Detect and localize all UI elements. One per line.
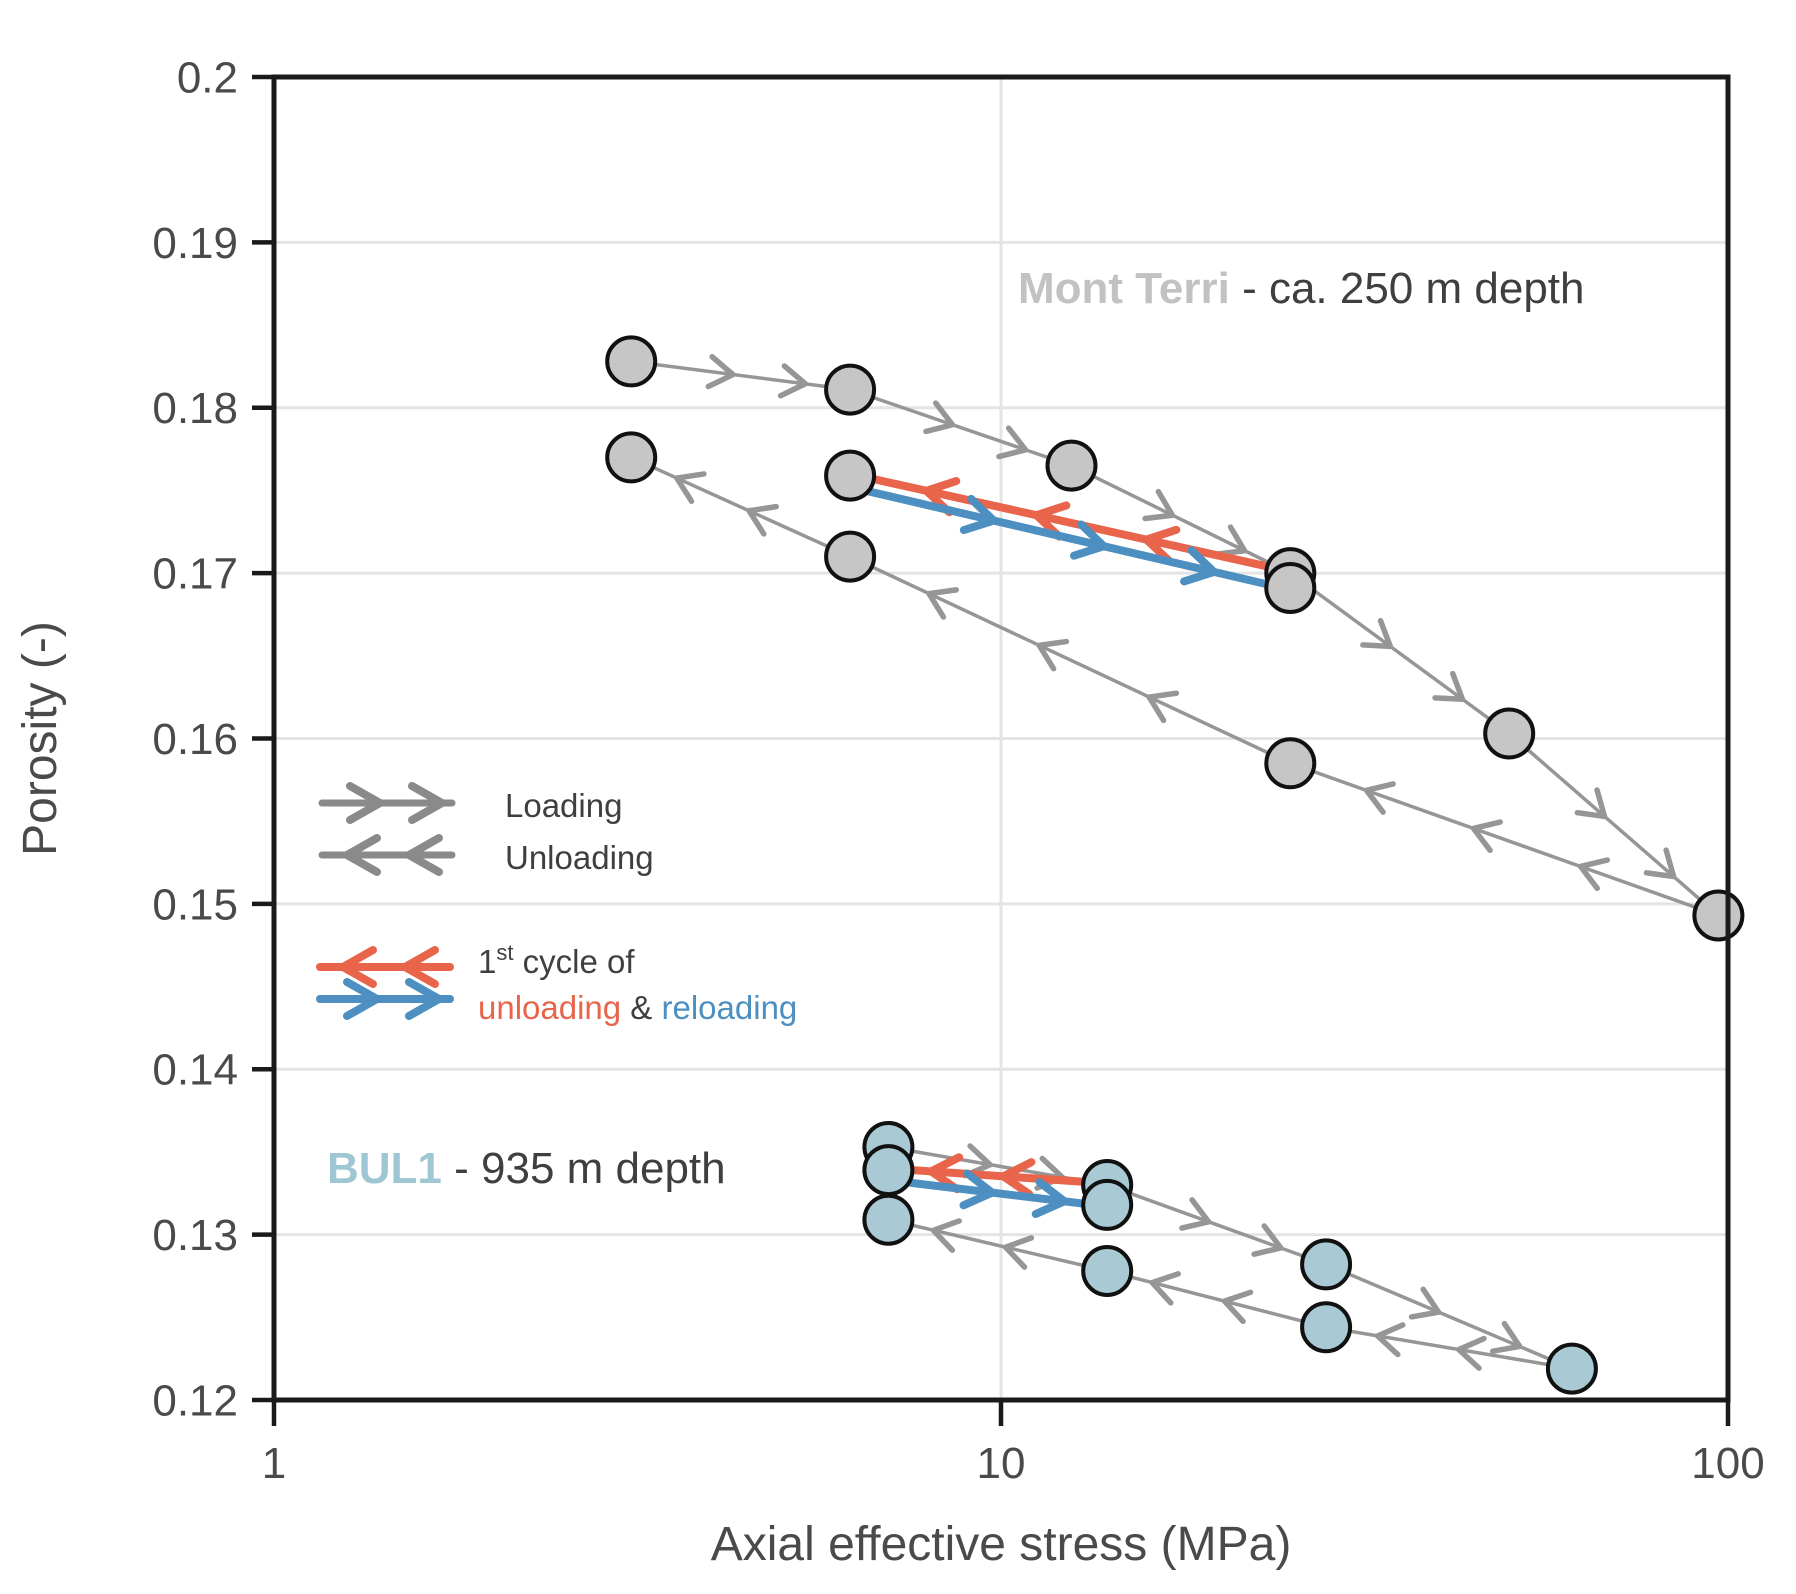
- legend-arrow-chevron: [343, 834, 381, 876]
- arrow-chevron: [1408, 1286, 1442, 1320]
- x-tick-label: 10: [977, 1439, 1026, 1488]
- arrow-chevron: [1489, 1320, 1523, 1354]
- arrow-chevron: [1069, 520, 1108, 560]
- data-point-marker-mont-terri: [824, 530, 877, 583]
- arrow-chevron: [1031, 1178, 1069, 1218]
- arrow-chevron: [1036, 638, 1070, 672]
- y-tick-label: 0.15: [152, 880, 238, 929]
- gridlines: [274, 77, 1728, 1400]
- arrow-chevron: [1374, 1322, 1406, 1358]
- legend-cycle-line2: unloading & reloading: [478, 989, 797, 1026]
- legend-arrow-chevron: [339, 946, 377, 988]
- markers-layer: [605, 335, 1745, 1395]
- arrow-chevron: [926, 587, 959, 620]
- legend-arrow-chevron: [405, 978, 443, 1020]
- data-point-marker-bul1: [1081, 1178, 1134, 1231]
- arrow-chevron: [1363, 781, 1396, 815]
- legend-arrow-chevron: [401, 946, 439, 988]
- arrow-chevron: [930, 1218, 962, 1253]
- y-tick-label: 0.16: [152, 715, 238, 764]
- legend-arrow-chevron: [343, 978, 381, 1020]
- data-point-marker-mont-terri: [1045, 439, 1098, 492]
- series-line-bul1-unloading: [886, 1217, 1574, 1371]
- arrow-chevron: [1574, 787, 1608, 820]
- series-layer: [629, 354, 1721, 1371]
- data-point-marker-bul1: [1081, 1245, 1134, 1297]
- annotation-bul1: BUL1 - 935 m depth: [327, 1144, 726, 1193]
- y-tick-label: 0.17: [152, 550, 238, 599]
- legend-cycle-line1: 1st​ cycle of: [478, 940, 635, 980]
- axis-ticks: 0.2 0.19 0.18 0.17 0.16 0.15 0.14 0.13 0.12 1 10 10…: [152, 53, 1764, 1488]
- data-point-marker-mont-terri: [1692, 889, 1745, 942]
- y-tick-label: 0.14: [152, 1046, 238, 1095]
- y-tick-label: 0.18: [152, 384, 238, 433]
- data-point-marker-mont-terri: [1264, 562, 1317, 614]
- arrow-chevron: [996, 425, 1029, 460]
- arrow-chevron: [1577, 857, 1611, 892]
- arrow-chevron: [927, 1153, 964, 1194]
- series-line-bul1-1st-cycle-unloading: [884, 1164, 1112, 1188]
- legend-arrow-chevron: [405, 834, 443, 876]
- y-tick-label: 0.19: [152, 219, 238, 268]
- data-point-marker-bul1: [862, 1193, 915, 1246]
- series-line-bul1-loading: [886, 1145, 1574, 1371]
- arrow-chevron: [1470, 819, 1503, 854]
- arrow-chevron: [959, 1169, 997, 1210]
- data-point-marker-mont-terri: [605, 335, 658, 388]
- arrow-chevron: [746, 503, 779, 537]
- arrow-chevron: [1432, 670, 1466, 703]
- series-line-mont-terri-unloading: [629, 455, 1721, 918]
- data-point-marker-mont-terri: [1483, 707, 1536, 760]
- annotation-mont-terri: Mont Terri - ca. 250 m depth: [1018, 264, 1585, 313]
- arrow-chevron: [1643, 847, 1677, 880]
- arrow-chevron: [1179, 1197, 1212, 1231]
- legend-loading-label: Loading: [505, 787, 622, 824]
- x-tick-label: 100: [1691, 1439, 1764, 1488]
- arrow-chevron: [1360, 617, 1394, 650]
- data-point-marker-bul1: [1300, 1238, 1353, 1291]
- x-tick-label: 1: [262, 1439, 286, 1488]
- series-line-mont-terri-loading: [629, 359, 1721, 918]
- arrow-chevron: [1002, 1235, 1035, 1270]
- data-point-marker-mont-terri: [824, 449, 877, 502]
- arrow-chevron: [1149, 1271, 1181, 1306]
- arrow-chevron: [777, 363, 809, 399]
- data-point-marker-bul1: [1300, 1301, 1353, 1354]
- x-axis-label: Axial effective stress (MPa): [711, 1518, 1292, 1571]
- arrow-chevron: [1214, 524, 1248, 557]
- arrow-chevron: [1146, 690, 1180, 724]
- arrow-chevron: [674, 471, 707, 504]
- arrow-chevron: [923, 400, 956, 435]
- y-tick-label: 0.2: [177, 53, 238, 102]
- arrow-chevron: [1142, 488, 1176, 522]
- y-axis-label: Porosity (-): [14, 621, 67, 856]
- y-tick-label: 0.13: [152, 1211, 238, 1260]
- arrow-chevron: [959, 494, 998, 535]
- arrow-chevron: [1221, 1289, 1254, 1325]
- data-point-marker-bul1: [862, 1144, 915, 1197]
- data-point-marker-mont-terri: [824, 363, 877, 416]
- data-point-marker-mont-terri: [1264, 737, 1317, 790]
- y-tick-label: 0.12: [152, 1376, 238, 1425]
- arrow-chevron: [999, 1158, 1036, 1199]
- data-point-marker-bul1: [1545, 1342, 1598, 1395]
- arrow-chevron: [1251, 1223, 1284, 1257]
- arrow-chevron: [705, 354, 736, 390]
- arrow-chevron: [1456, 1335, 1487, 1371]
- legend-arrow-chevron: [346, 782, 384, 824]
- legend: Loading Unloading 1st​ cycle of unloading &…: [316, 782, 797, 1026]
- legend-arrow-chevron: [408, 782, 446, 824]
- legend-unloading-label: Unloading: [505, 839, 654, 876]
- series-line-bul1-1st-cycle-reloading: [884, 1176, 1112, 1211]
- data-point-marker-mont-terri: [605, 431, 658, 484]
- arrow-chevron: [1180, 546, 1218, 586]
- arrow-chevron: [1142, 525, 1181, 566]
- arrow-chevron: [1032, 501, 1071, 541]
